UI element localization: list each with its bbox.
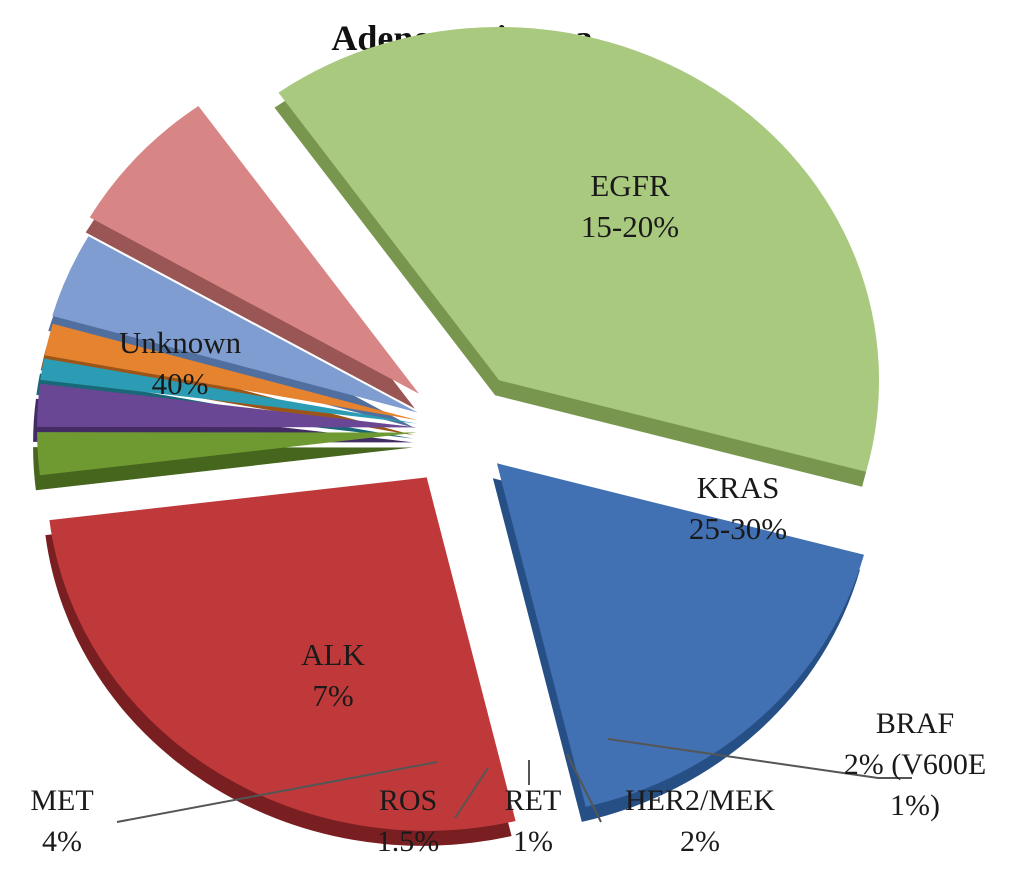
slice-braf [37,432,418,476]
slice-layer [37,27,880,831]
label-egfr-line: 15-20% [581,209,679,244]
label-ros: ROS 1.5% [377,784,440,858]
leader-line-ros [454,767,489,819]
label-her2-mek-line: HER2/MEK [625,784,775,817]
label-her2-mek-line: 2% [680,825,720,858]
leader-line-layer [116,738,912,823]
label-alk: ALK 7% [301,637,365,713]
label-braf-line: 2% (V600E [844,748,986,781]
label-braf-line: BRAF [876,707,954,740]
label-ros-line: 1.5% [377,825,440,858]
slice-ros [44,323,419,421]
label-ret-line: RET [505,784,562,817]
label-kras-line: 25-30% [689,511,787,546]
label-met: MET 4% [30,784,93,858]
slice-egfr [496,463,864,807]
slice-ret [40,358,418,424]
slice-her2-mek [37,383,418,428]
label-ret-line: 1% [513,825,553,858]
label-ros-line: ROS [379,784,437,817]
label-her2-mek: HER2/MEK 2% [625,784,775,858]
slice-met [52,236,418,413]
leader-line-braf [607,738,912,779]
label-kras: KRAS 25-30% [689,470,787,546]
label-met-line: 4% [42,825,82,858]
label-kras-line: KRAS [697,470,780,505]
label-layer: EGFR 15-20% KRAS 25-30% BRAF 2% (V600E 1%) HER2… [30,168,986,858]
slice-unknown [278,27,880,472]
leader-line-met [116,761,438,823]
leader-line-her2-mek [566,753,602,823]
label-unknown-line: 40% [152,366,209,401]
label-egfr: EGFR 15-20% [581,168,679,244]
slice-kras [49,477,516,831]
slice-alk [89,106,419,394]
label-unknown-line: Unknown [119,325,242,360]
label-alk-line: ALK [301,637,365,672]
label-braf: BRAF 2% (V600E 1%) [844,707,986,822]
label-egfr-line: EGFR [590,168,670,203]
label-unknown: Unknown 40% [119,325,242,401]
label-braf-line: 1%) [890,789,940,822]
label-alk-line: 7% [312,678,353,713]
label-ret: RET 1% [505,784,562,858]
label-met-line: MET [30,784,93,817]
